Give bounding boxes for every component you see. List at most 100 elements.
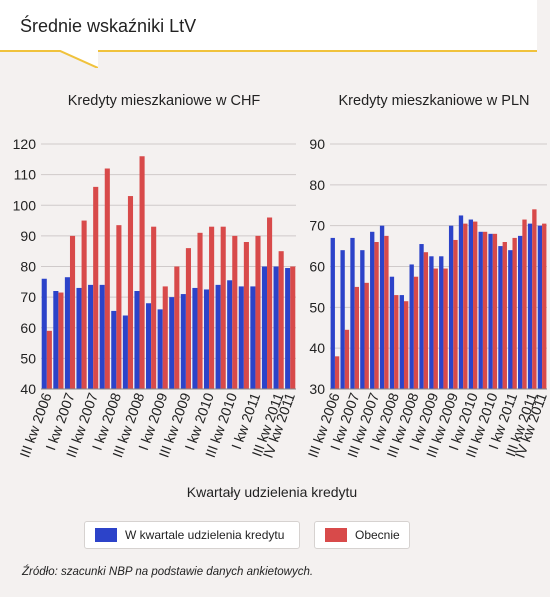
bar-current-quarter — [250, 286, 256, 389]
bar-current-quarter — [53, 291, 59, 389]
y-tick-label: 60 — [20, 320, 36, 336]
y-tick-label: 100 — [13, 197, 37, 213]
bar-current-quarter — [134, 291, 140, 389]
bar-now — [58, 292, 64, 389]
legend-item-current-quarter: W kwartale udzielenia kredytu — [84, 521, 300, 549]
bar-current-quarter — [41, 278, 47, 389]
bar-now — [502, 242, 507, 389]
bar-current-quarter — [238, 286, 244, 389]
bar-current-quarter — [88, 284, 94, 389]
bar-now — [197, 232, 203, 389]
bar-now — [69, 235, 76, 389]
bar-now — [334, 356, 340, 389]
y-tick-label: 70 — [309, 218, 325, 234]
legend-item-now: Obecnie — [314, 521, 410, 549]
bar-now — [151, 226, 157, 389]
bar-now — [139, 156, 145, 389]
bar-now — [162, 286, 168, 389]
bar-now — [116, 225, 122, 389]
bar-current-quarter — [448, 225, 454, 389]
bar-now — [127, 196, 134, 389]
bar-current-quarter — [468, 219, 474, 389]
source-note: Źródło: szacunki NBP na podstawie danych… — [22, 566, 314, 578]
bar-now — [174, 266, 180, 389]
chart-title-1: Kredyty mieszkaniowe w PLN — [339, 93, 530, 109]
bar-current-quarter — [458, 215, 464, 389]
bar-now — [532, 209, 537, 389]
bar-now — [232, 235, 238, 389]
x-axis-title: Kwartały udzielenia kredytu — [187, 484, 357, 500]
legend-label-now: Obecnie — [355, 528, 400, 542]
bar-current-quarter — [370, 231, 375, 389]
bar-now — [278, 251, 284, 389]
bar-now — [403, 301, 409, 389]
legend-swatch-red — [325, 528, 347, 542]
bar-current-quarter — [389, 276, 395, 389]
bar-current-quarter — [379, 225, 385, 389]
bar-current-quarter — [192, 287, 198, 389]
bar-now — [492, 233, 498, 389]
bar-now — [443, 268, 448, 389]
y-tick-label: 90 — [20, 228, 36, 244]
legend-swatch-blue — [95, 528, 117, 542]
bar-current-quarter — [508, 250, 513, 389]
bar-now — [354, 286, 359, 389]
bar-now — [290, 266, 296, 389]
bar-current-quarter — [169, 297, 175, 389]
legend-label-current-quarter: W kwartale udzielenia kredytu — [125, 528, 285, 542]
bar-current-quarter — [409, 264, 414, 389]
bar-now — [209, 226, 215, 389]
chart-title-0: Kredyty mieszkaniowe w CHF — [68, 93, 261, 109]
bar-current-quarter — [122, 315, 128, 389]
bar-now — [93, 186, 99, 389]
bar-current-quarter — [215, 284, 221, 389]
bar-current-quarter — [478, 231, 483, 389]
bar-now — [104, 168, 110, 389]
y-tick-label: 30 — [309, 381, 325, 397]
bar-now — [512, 237, 517, 389]
bar-current-quarter — [340, 250, 345, 389]
bar-current-quarter — [99, 284, 105, 389]
y-tick-label: 80 — [20, 259, 36, 275]
bar-now — [46, 330, 52, 389]
y-tick-label: 50 — [20, 350, 36, 366]
bar-current-quarter — [64, 277, 70, 389]
y-tick-label: 40 — [20, 381, 36, 397]
bar-now — [243, 242, 249, 389]
bar-now — [423, 252, 429, 389]
bar-now — [374, 242, 379, 389]
y-tick-label: 60 — [309, 259, 325, 275]
y-tick-label: 90 — [309, 136, 325, 152]
bar-now — [255, 235, 261, 389]
bar-current-quarter — [537, 225, 543, 389]
bar-now — [433, 268, 438, 389]
bar-now — [473, 221, 478, 389]
bar-current-quarter — [111, 310, 117, 389]
bar-current-quarter — [350, 237, 355, 389]
bar-current-quarter — [518, 235, 523, 389]
bar-current-quarter — [399, 295, 404, 389]
bar-now — [522, 219, 527, 389]
bar-now — [463, 223, 468, 389]
bar-current-quarter — [76, 287, 82, 389]
bar-now — [220, 226, 226, 389]
title-bar: Średnie wskaźniki LtV — [0, 0, 537, 52]
bar-now — [394, 295, 399, 389]
bar-current-quarter — [498, 246, 503, 389]
bar-current-quarter — [527, 223, 533, 389]
bar-now — [482, 231, 488, 389]
bar-now — [267, 217, 273, 389]
y-tick-label: 40 — [309, 340, 325, 356]
bar-current-quarter — [261, 266, 268, 389]
bar-now — [413, 276, 419, 389]
bar-current-quarter — [429, 256, 434, 389]
y-tick-label: 80 — [309, 177, 325, 193]
y-tick-label: 110 — [14, 167, 37, 183]
bar-now — [384, 235, 389, 389]
bar-current-quarter — [146, 303, 152, 389]
page-title: Średnie wskaźniki LtV — [20, 16, 197, 36]
title-callout-pointer — [58, 50, 98, 68]
bar-now — [453, 239, 458, 389]
y-tick-label: 50 — [309, 299, 325, 315]
